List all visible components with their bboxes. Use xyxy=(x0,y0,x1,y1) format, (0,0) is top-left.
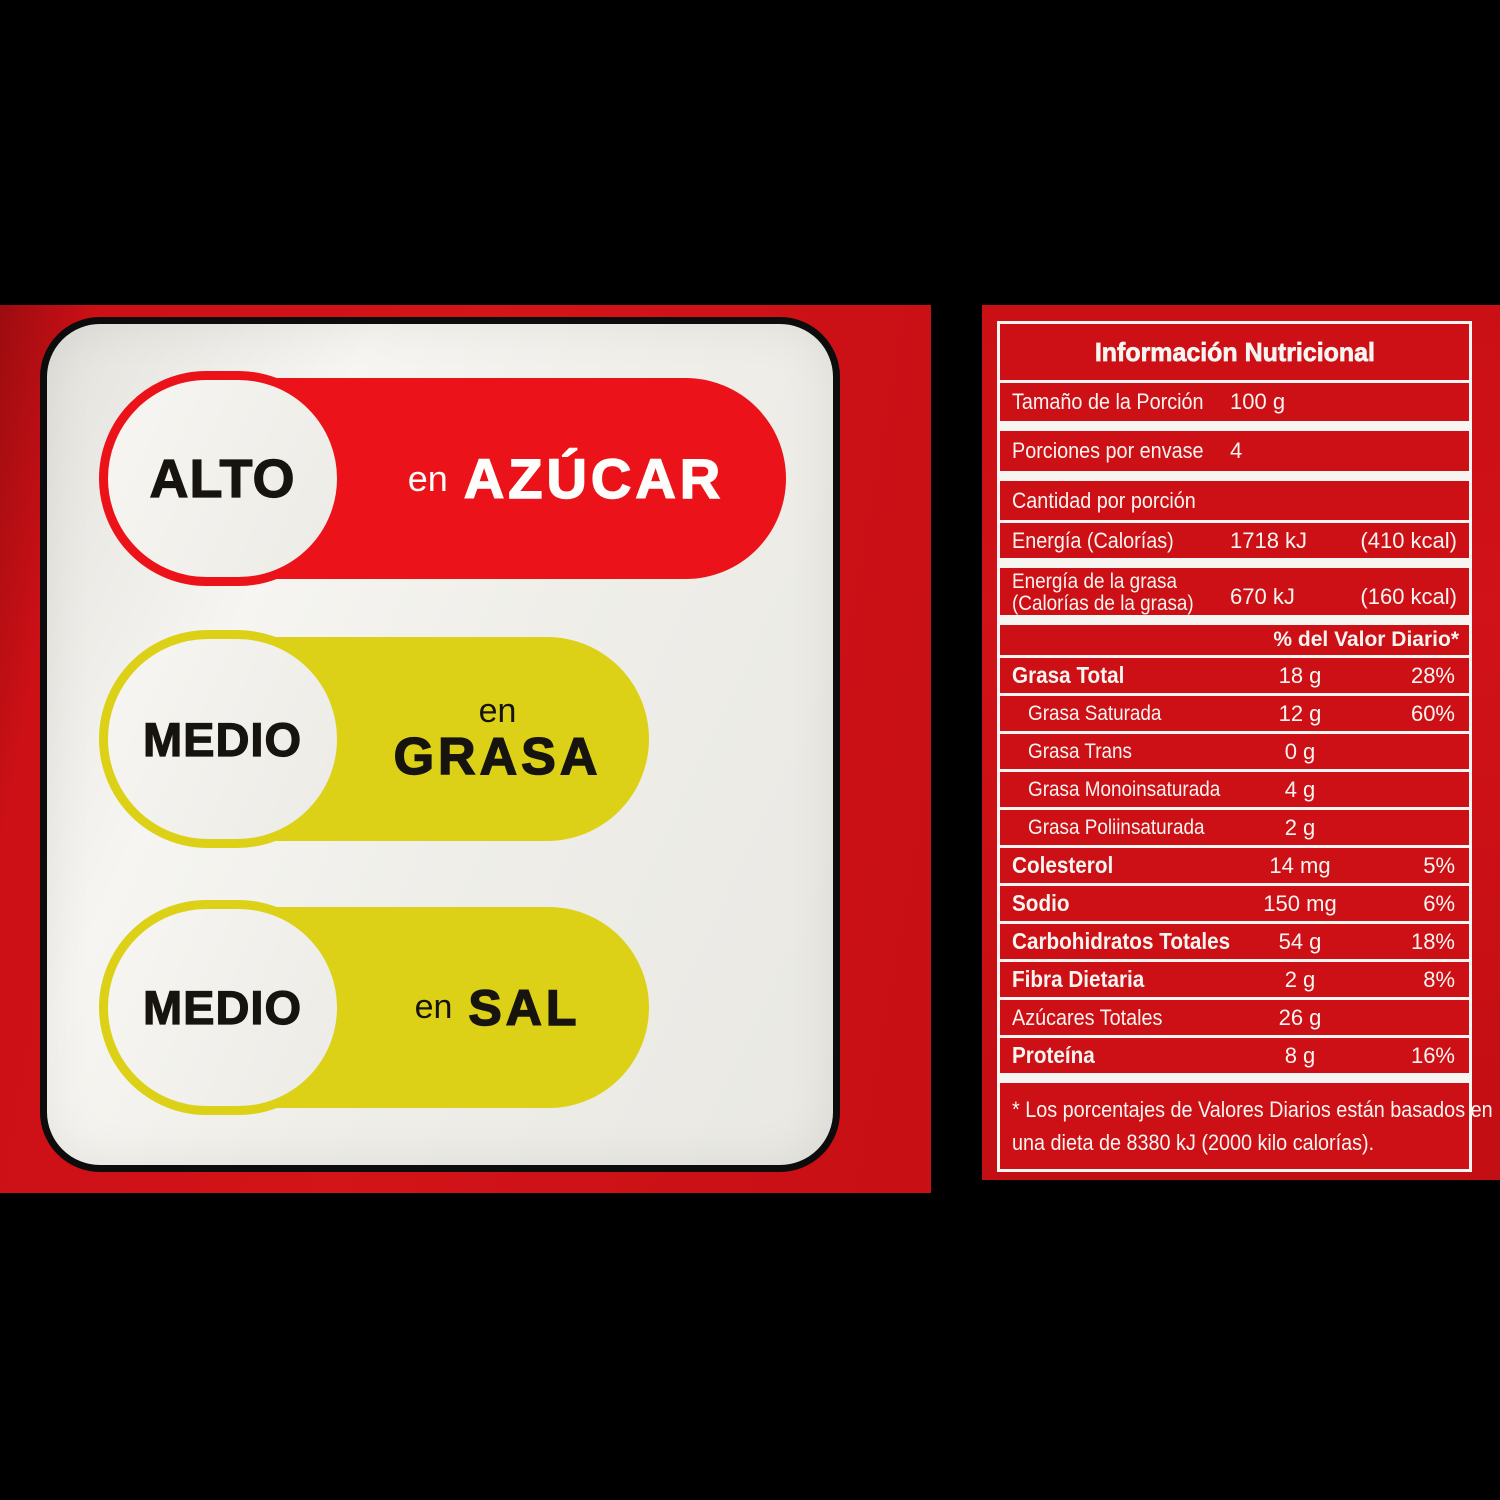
daily-value-header-text: % del Valor Diario* xyxy=(1273,628,1459,651)
table-spacer xyxy=(1000,1076,1469,1080)
energy-from-fat-row: Energía de la grasa (Calorías de la grasa… xyxy=(1000,568,1469,615)
warning-badge-azucar: ALTO en AZÚCAR xyxy=(99,371,786,586)
nutrient-name: Grasa Total xyxy=(1012,662,1125,688)
badge-level-label: MEDIO xyxy=(142,712,303,766)
warning-badges-card: ALTO en AZÚCAR MEDIO en GRASA MEDIO en SAL xyxy=(40,317,840,1172)
table-spacer xyxy=(1000,618,1469,622)
daily-value-header: % del Valor Diario* xyxy=(1000,625,1469,655)
nutrient-name: Grasa Trans xyxy=(1028,739,1132,763)
nutrient-row: Carbohidratos Totales 54 g 18% xyxy=(1000,924,1469,959)
row-label-line2: (Calorías de la grasa) xyxy=(1012,592,1194,616)
nutrient-name: Grasa Monoinsaturada xyxy=(1028,777,1221,801)
nutrient-row: Colesterol 14 mg 5% xyxy=(1000,848,1469,883)
badge-level-label: ALTO xyxy=(149,448,296,509)
nutrient-row: Grasa Monoinsaturada 4 g xyxy=(1000,772,1469,807)
nutrient-row: Fibra Dietaria 2 g 8% xyxy=(1000,962,1469,997)
nutrient-daily-value: 5% xyxy=(1423,852,1455,878)
nutrition-facts-table: Información Nutricional Tamaño de la Por… xyxy=(997,321,1493,1172)
nutrition-title-text: Información Nutricional xyxy=(1094,336,1375,367)
row-value: 100 g xyxy=(1230,389,1286,414)
nutrition-panel: Información Nutricional Tamaño de la Por… xyxy=(982,305,1500,1180)
row-label: Energía de la grasa (Calorías de la grasa… xyxy=(1012,570,1423,616)
nutrition-title: Información Nutricional xyxy=(1000,324,1469,380)
nutrient-amount: 2 g xyxy=(1284,814,1316,840)
row-label-line1: Energía de la grasa xyxy=(1012,570,1177,593)
nutrient-daily-value: 16% xyxy=(1410,1042,1455,1068)
badge-nutrient-label: AZÚCAR xyxy=(463,446,725,511)
badge-prefix-label: en xyxy=(414,988,453,1026)
nutrient-amount: 8 g xyxy=(1284,1042,1316,1068)
nutrient-amount: 14 mg xyxy=(1269,852,1331,878)
nutrient-daily-value: 8% xyxy=(1423,966,1455,992)
front-warning-panel: ALTO en AZÚCAR MEDIO en GRASA MEDIO en SAL xyxy=(0,305,931,1193)
row-label: Cantidad por porción xyxy=(1012,487,1196,513)
badge-nutrient-text: en GRASA xyxy=(346,637,649,841)
badge-nutrient-label: GRASA xyxy=(393,727,602,787)
nutrient-amount: 2 g xyxy=(1284,966,1316,992)
row-label: Energía (Calorías) xyxy=(1012,527,1174,553)
energy-kj-value: 670 kJ xyxy=(1230,584,1295,609)
amount-per-serving-header: Cantidad por porción xyxy=(1000,481,1469,520)
nutrient-row: Grasa Saturada 12 g 60% xyxy=(1000,696,1469,731)
nutrient-name: Grasa Poliinsaturada xyxy=(1028,815,1205,839)
nutrient-row: Azúcares Totales 26 g xyxy=(1000,1000,1469,1035)
nutrient-amount: 26 g xyxy=(1278,1004,1322,1030)
nutrient-name: Fibra Dietaria xyxy=(1012,966,1145,992)
nutrient-row: Grasa Poliinsaturada 2 g xyxy=(1000,810,1469,845)
nutrient-amount: 54 g xyxy=(1278,928,1322,954)
nutrient-name: Azúcares Totales xyxy=(1012,1004,1163,1030)
nutrient-amount: 4 g xyxy=(1284,776,1316,802)
nutrient-amount: 12 g xyxy=(1278,700,1322,726)
table-spacer xyxy=(1000,424,1469,428)
footnote-line: una dieta de 8380 kJ (2000 kilo calorías… xyxy=(1012,1130,1375,1155)
energy-kcal-value: (410 kcal) xyxy=(1360,527,1457,553)
row-label: Tamaño de la Porción xyxy=(1012,389,1204,414)
nutrient-name: Grasa Saturada xyxy=(1028,701,1162,725)
badge-prefix-label: en xyxy=(407,457,448,499)
nutrient-daily-value: 60% xyxy=(1410,700,1455,726)
daily-value-footnote: * Los porcentajes de Valores Diarios est… xyxy=(1000,1083,1493,1169)
badge-level-oval: MEDIO xyxy=(99,900,346,1115)
servings-per-container-row: Porciones por envase 4 xyxy=(1000,431,1469,471)
serving-size-row: Tamaño de la Porción 100 g xyxy=(1000,383,1469,421)
badge-level-oval: MEDIO xyxy=(99,630,346,848)
table-spacer xyxy=(1000,474,1469,478)
energy-row: Energía (Calorías) 1718 kJ (410 kcal) xyxy=(1000,523,1469,558)
nutrient-daily-value: 6% xyxy=(1423,890,1455,916)
energy-kj-value: 1718 kJ xyxy=(1230,527,1308,553)
badge-prefix-label: en xyxy=(478,691,517,730)
warning-badge-sal: MEDIO en SAL xyxy=(99,900,649,1115)
nutrient-amount: 0 g xyxy=(1284,738,1316,764)
table-spacer xyxy=(1000,561,1469,565)
nutrient-row: Grasa Total 18 g 28% xyxy=(1000,658,1469,693)
row-label: Porciones por envase xyxy=(1012,438,1204,463)
nutrient-row: Sodio 150 mg 6% xyxy=(1000,886,1469,921)
nutrient-name: Colesterol xyxy=(1012,852,1114,878)
nutrient-amount: 150 mg xyxy=(1263,890,1337,916)
nutrient-name: Carbohidratos Totales xyxy=(1012,928,1231,954)
nutrient-row: Proteína 8 g 16% xyxy=(1000,1038,1469,1073)
badge-level-oval: ALTO xyxy=(99,371,346,586)
nutrient-row: Grasa Trans 0 g xyxy=(1000,734,1469,769)
nutrient-name: Proteína xyxy=(1012,1042,1095,1068)
nutrient-daily-value: 28% xyxy=(1410,662,1455,688)
badge-nutrient-text: en SAL xyxy=(346,907,649,1108)
row-value: 4 xyxy=(1230,438,1243,463)
energy-kcal-value: (160 kcal) xyxy=(1360,584,1457,609)
footnote-line: * Los porcentajes de Valores Diarios est… xyxy=(1012,1097,1493,1122)
badge-nutrient-label: SAL xyxy=(468,979,581,1037)
warning-badge-grasa: MEDIO en GRASA xyxy=(99,630,649,848)
nutrient-name: Sodio xyxy=(1012,890,1070,916)
nutrient-daily-value: 18% xyxy=(1410,928,1455,954)
badge-level-label: MEDIO xyxy=(142,980,303,1034)
nutrient-amount: 18 g xyxy=(1278,662,1322,688)
badge-nutrient-text: en AZÚCAR xyxy=(346,378,786,579)
